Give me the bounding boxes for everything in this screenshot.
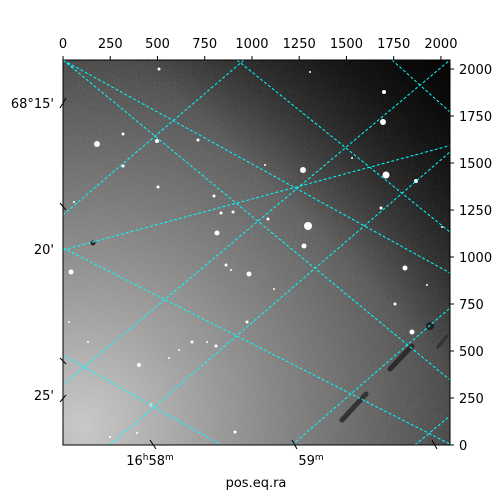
star [309,71,311,73]
coordinate-grid [63,60,450,445]
star [393,302,397,306]
star [300,167,306,173]
star [212,194,216,198]
dark-streak [436,334,449,349]
star [68,269,74,275]
star [136,432,138,434]
star [214,344,218,348]
star [206,341,208,343]
star [178,349,180,351]
star [266,217,270,221]
star [121,164,125,168]
dark-streak [387,343,415,372]
star [68,321,70,323]
top-tick-label: 1750 [377,37,410,52]
ra-tick-label: 59m [298,453,323,469]
star [168,357,170,359]
star [246,271,252,277]
star [230,269,232,271]
star [109,436,111,438]
right-tick-label: 750 [459,298,484,313]
top-tick-label: 750 [192,37,217,52]
star [121,132,125,136]
star [382,171,390,179]
right-tick-label: 1000 [459,251,492,266]
star [73,201,75,203]
plot-frame [62,59,451,446]
star [273,288,275,290]
right-tick-label: 1500 [459,157,492,172]
dec-tick-label: 68°15' [11,97,54,112]
left-dec-axis: 68°15' 20' 25' [11,97,67,404]
right-tick-label: 250 [459,392,484,407]
top-pixel-axis: 0 250 500 750 1000 1250 1500 1750 2000 [59,37,457,60]
dark-streak [339,391,369,423]
star [219,211,223,215]
star [351,157,353,159]
star [402,265,408,271]
star [224,263,228,267]
dec-tick-label: 20' [34,243,54,258]
dec-tick-label: 25' [34,389,54,404]
star [155,139,159,143]
star [233,430,237,434]
top-tick-label: 250 [98,37,123,52]
star [231,210,235,214]
star [304,222,312,230]
star [137,363,141,367]
star [380,119,386,125]
star [245,320,249,324]
top-tick-label: 1000 [235,37,268,52]
right-tick-label: 0 [459,439,467,454]
ra-tick-label: 16h58m [126,453,174,469]
star [301,243,307,249]
star-field [68,67,443,438]
star [190,340,194,344]
star [379,206,383,210]
top-tick-label: 1500 [330,37,363,52]
right-tick-label: 500 [459,345,484,360]
star [426,284,428,286]
star [94,141,100,147]
star [87,341,89,343]
star [382,90,386,94]
sky-image [63,60,450,445]
star [214,230,220,236]
top-tick-label: 500 [145,37,170,52]
star [196,138,200,142]
star [264,164,266,166]
top-tick-label: 2000 [424,37,457,52]
top-tick-label: 0 [59,37,67,52]
right-pixel-axis: 0 250 500 750 1000 1250 1500 1750 2000 [450,63,492,454]
bottom-ra-axis: 16h58m 59m pos.eq.ra [126,439,438,491]
star [441,226,443,228]
right-tick-label: 1750 [459,110,492,125]
right-tick-label: 1250 [459,204,492,219]
star [409,329,415,335]
x-axis-label: pos.eq.ra [226,476,287,491]
star [156,185,160,189]
right-tick-label: 2000 [459,63,492,78]
top-tick-label: 1250 [283,37,316,52]
star [157,67,161,71]
